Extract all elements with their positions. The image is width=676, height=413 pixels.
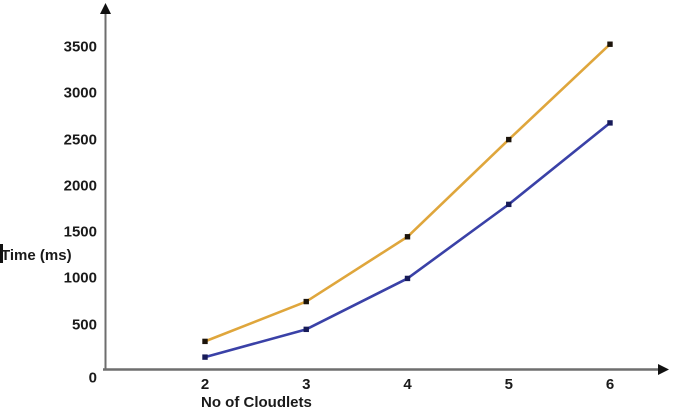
clipped-text-artifact: [0, 244, 3, 263]
data-point-marker-orange: [202, 338, 208, 345]
y-tick-label: 3000: [63, 84, 97, 102]
y-tick-label: 3500: [63, 38, 97, 56]
data-point-marker-orange: [607, 41, 613, 47]
data-point-marker-blue: [607, 120, 613, 126]
y-axis-title: Time (ms): [1, 247, 72, 264]
data-point-marker-blue: [202, 354, 208, 360]
series-line-orange: [203, 42, 612, 343]
x-tick-label: 2: [200, 376, 210, 393]
data-point-marker-orange: [303, 298, 309, 305]
x-tick-label: 5: [504, 376, 513, 393]
y-tick-label: 1500: [63, 223, 97, 241]
x-tick-label: 3: [302, 376, 311, 393]
y-tick-label: 0: [88, 369, 97, 387]
series-line-blue: [203, 121, 612, 359]
y-tick-label: 1000: [63, 269, 97, 287]
y-tick-label: 2000: [63, 177, 97, 195]
x-axis-arrowhead: [658, 364, 669, 375]
data-point-marker-orange: [506, 136, 512, 143]
data-point-marker-blue: [303, 326, 309, 333]
data-point-marker-blue: [506, 201, 512, 208]
y-tick-label: 2500: [63, 131, 97, 149]
x-axis-title: No of Cloudlets: [201, 394, 312, 411]
x-tick-label: 6: [605, 376, 615, 393]
data-point-marker-blue: [404, 275, 411, 282]
data-point-marker-orange: [404, 234, 411, 240]
y-axis-arrowhead: [100, 3, 111, 14]
y-tick-label: 500: [71, 316, 97, 334]
x-tick-label: 4: [403, 376, 412, 393]
